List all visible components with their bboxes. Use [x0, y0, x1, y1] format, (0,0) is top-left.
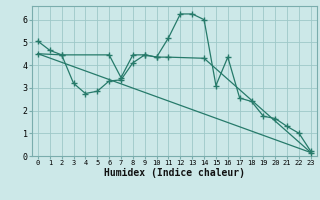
X-axis label: Humidex (Indice chaleur): Humidex (Indice chaleur) — [104, 168, 245, 178]
